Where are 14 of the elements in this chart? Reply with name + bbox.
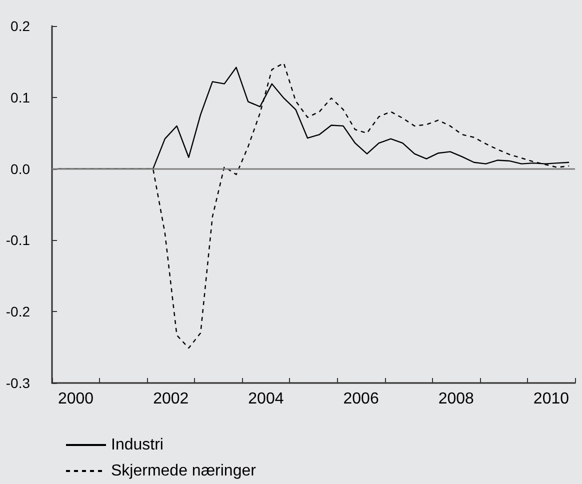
x-tick-label: 2010	[533, 390, 570, 408]
y-tick-label: -0.3	[6, 375, 30, 391]
y-tick-label: -0.1	[6, 232, 30, 248]
y-tick-label: -0.2	[6, 304, 30, 320]
x-tick-label: 2004	[248, 390, 284, 408]
x-tick-label: 2006	[343, 390, 379, 408]
legend-label: Skjermede næringer	[111, 462, 257, 480]
x-tick-label: 2000	[58, 390, 94, 408]
x-tick-label: 2002	[153, 390, 189, 408]
y-tick-label: 0.0	[10, 160, 30, 177]
x-tick-label: 2008	[438, 390, 474, 408]
y-tick-label: 0.2	[10, 18, 30, 34]
legend-label: Industri	[111, 436, 164, 454]
y-tick-label: 0.1	[10, 89, 30, 106]
